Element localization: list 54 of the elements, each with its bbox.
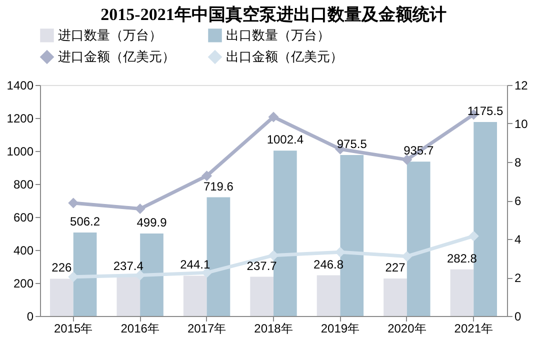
chart-title: 2015-2021年中国真空泵进出口数量及金额统计 (100, 5, 446, 24)
x-tick-label: 2016年 (120, 322, 160, 336)
y2-tick-label: 8 (514, 156, 522, 170)
y-tick-label: 0 (26, 310, 34, 324)
data-label: 506.2 (70, 214, 100, 228)
x-tick-label: 2018年 (254, 322, 293, 336)
y2-tick-label: 4 (514, 232, 522, 246)
legend-label: 进口数量（万台） (58, 27, 162, 42)
bar (316, 275, 340, 316)
x-tick-label: 2020年 (388, 322, 426, 336)
x-tick-label: 2019年 (320, 322, 360, 336)
data-label: 719.6 (203, 179, 234, 194)
y-tick-label: 1400 (6, 78, 34, 92)
y-tick-label: 800 (13, 178, 34, 192)
bar (250, 276, 274, 316)
y2-tick-label: 6 (514, 194, 522, 208)
point (202, 170, 212, 182)
point (468, 230, 479, 242)
y-tick-label: 1000 (6, 144, 34, 158)
data-label: 1175.5 (467, 104, 504, 118)
y2-tick-label: 10 (514, 117, 528, 131)
x-tick-label: 2017年 (187, 322, 226, 336)
data-label: 935.7 (404, 144, 434, 158)
y-tick-label: 1200 (6, 112, 34, 126)
point (402, 154, 412, 165)
data-label: 499.9 (136, 216, 168, 230)
y2-tick-label: 2 (514, 271, 522, 285)
y2-tick-label: 0 (514, 310, 522, 324)
x-tick-label: 2021年 (454, 322, 493, 336)
bar (450, 269, 474, 316)
bar (384, 278, 407, 316)
data-label: 226 (52, 260, 72, 275)
data-label: 237.4 (113, 258, 144, 273)
point (134, 204, 146, 214)
legend-label: 进口金额（亿美元） (58, 49, 175, 64)
data-label: 227 (385, 260, 406, 275)
data-label: 246.8 (314, 257, 344, 272)
data-label: 975.5 (336, 137, 368, 152)
y-tick-label: 400 (13, 244, 34, 258)
data-label: 282.8 (446, 251, 478, 266)
bar (73, 232, 97, 316)
y-tick-label: 200 (13, 276, 34, 290)
y-tick-label: 600 (13, 210, 34, 224)
point (402, 251, 412, 262)
data-label: 237.7 (246, 258, 278, 273)
bar (406, 162, 430, 316)
x-tick-label: 2015年 (54, 322, 93, 336)
legend-label: 出口数量（万台） (226, 27, 330, 42)
point (68, 198, 79, 208)
point (268, 112, 279, 122)
y2-tick-label: 12 (514, 78, 528, 92)
legend-label: 出口金额（亿美元） (226, 49, 343, 64)
data-label: 1002.4 (266, 132, 304, 147)
data-label: 244.1 (180, 258, 210, 272)
